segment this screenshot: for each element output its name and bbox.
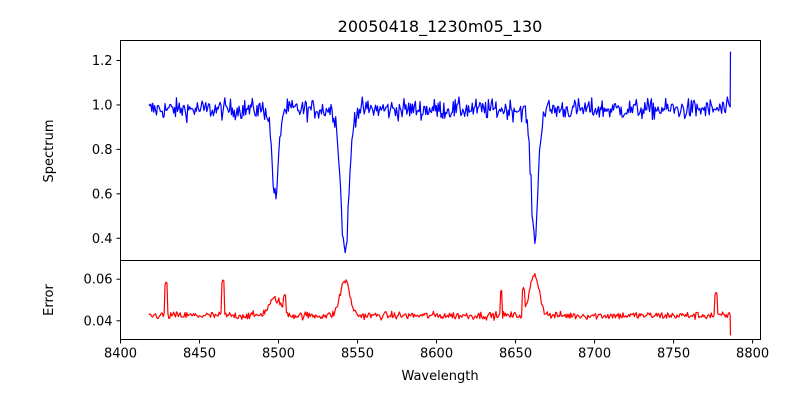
error-panel-frame	[120, 260, 761, 340]
spectrum-panel-frame	[120, 40, 761, 261]
x-tick-label: 8650	[499, 347, 532, 362]
x-tick-label: 8450	[183, 347, 216, 362]
spectrum-y-axis-label: Spectrum	[42, 120, 57, 183]
error-y-tick-label: 0.06	[84, 273, 113, 288]
error-y-tick-label: 0.04	[84, 314, 113, 329]
spectrum-y-tick-label: 1.0	[92, 98, 113, 113]
x-tick-label: 8400	[104, 347, 137, 362]
x-tick-label: 8550	[341, 347, 374, 362]
x-axis-label: Wavelength	[401, 369, 478, 384]
x-tick-label: 8750	[657, 347, 690, 362]
spectrum-y-tick-label: 0.4	[92, 232, 113, 247]
spectrum-y-tick-label: 1.2	[92, 54, 113, 69]
chart-title: 20050418_1230m05_130	[338, 17, 543, 37]
spectrum-series-line	[148, 51, 732, 254]
error-y-axis-label: Error	[42, 284, 57, 316]
x-tick-label: 8800	[736, 347, 769, 362]
spectrum-y-tick-label: 0.6	[92, 187, 113, 202]
x-tick-label: 8700	[578, 347, 611, 362]
x-tick-label: 8500	[262, 347, 295, 362]
error-series-line	[148, 272, 732, 336]
spectrum-y-tick-label: 0.8	[92, 143, 113, 158]
x-tick-label: 8600	[420, 347, 453, 362]
